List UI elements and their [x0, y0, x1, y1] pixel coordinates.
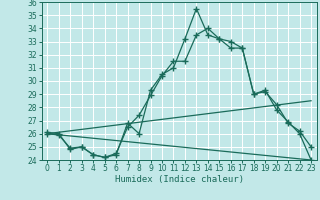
- X-axis label: Humidex (Indice chaleur): Humidex (Indice chaleur): [115, 175, 244, 184]
